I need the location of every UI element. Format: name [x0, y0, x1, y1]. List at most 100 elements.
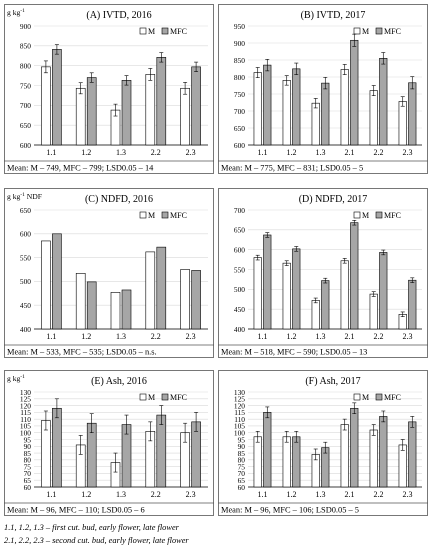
chart-title: (C) NDFD, 2016 — [85, 194, 153, 205]
error-bar — [78, 435, 83, 455]
legend-label-m: M — [362, 393, 369, 402]
legend-label-mfc: MFC — [170, 393, 187, 402]
bar-m-1.1 — [41, 420, 51, 488]
error-bar — [342, 418, 347, 431]
y-tick-label: 115 — [234, 408, 245, 417]
error-bar — [194, 61, 199, 72]
y-tick-label: 800 — [20, 61, 31, 70]
error-bar — [371, 85, 376, 96]
error-bar — [54, 398, 59, 419]
x-tick-label: 1.2 — [81, 332, 91, 341]
y-tick-label: 900 — [234, 39, 245, 48]
bar-mfc-2.3 — [408, 421, 417, 488]
bar-mfc-2.2 — [156, 414, 167, 488]
error-bar — [183, 422, 188, 443]
legend-swatch-m — [353, 211, 361, 219]
panel-1: Mean: M – 749, MFC – 799; LSD0.05 – 14 60… — [4, 4, 214, 174]
error-bar — [124, 414, 129, 435]
x-tick-label: 1.2 — [81, 148, 91, 157]
y-tick-label: 100 — [234, 429, 245, 438]
panel-3: Mean: M – 533, MFC – 535; LSD0.05 – n.s.… — [4, 188, 214, 358]
error-bar — [294, 62, 299, 75]
y-tick-label: 60 — [24, 483, 32, 492]
x-tick-label: 1.3 — [116, 332, 126, 341]
y-tick-label: 650 — [20, 121, 31, 130]
x-tick-label: 2.2 — [374, 148, 384, 157]
x-tick-label: 2.3 — [186, 490, 196, 499]
error-bar — [284, 75, 289, 86]
error-bar — [294, 431, 299, 443]
y-tick-label: 95 — [24, 435, 32, 444]
x-tick-label: 1.2 — [287, 332, 297, 341]
footnote-first-cut: 1.1, 1.2, 1.3 – first cut. bud, early fl… — [4, 523, 179, 532]
x-tick-label: 2.3 — [403, 332, 413, 341]
bar-mfc-1.3 — [321, 447, 330, 488]
x-tick-label: 2.2 — [151, 490, 161, 499]
error-bar — [159, 405, 164, 425]
error-bar — [352, 220, 357, 226]
error-bar — [400, 311, 405, 318]
y-tick-label: 110 — [20, 415, 31, 424]
y-axis-label: g kg-1 — [7, 374, 25, 383]
y-tick-label: 100 — [20, 429, 31, 438]
chart-title: (F) Ash, 2017 — [305, 376, 360, 387]
y-tick-label: 105 — [20, 422, 31, 431]
legend-label-mfc: MFC — [384, 27, 401, 36]
error-bar — [255, 431, 260, 443]
y-tick-label: 65 — [24, 476, 32, 485]
x-tick-label: 2.2 — [374, 490, 384, 499]
bar-m-1.3 — [311, 102, 320, 146]
legend-swatch-mfc — [375, 27, 383, 35]
bar-mfc-1.2 — [86, 77, 97, 146]
mean-line: Mean: M – 96, MFC – 106; LSD0.05 – 5 — [221, 506, 359, 515]
legend-label-mfc: MFC — [384, 393, 401, 402]
error-bar — [255, 67, 260, 78]
error-bar — [43, 60, 48, 74]
x-tick-label: 1.3 — [116, 148, 126, 157]
y-tick-label: 550 — [234, 265, 245, 274]
legend-swatch-m — [139, 211, 147, 219]
x-tick-label: 2.1 — [345, 148, 355, 157]
legend-swatch-mfc — [161, 27, 169, 35]
bar-m-2.2 — [369, 293, 378, 330]
y-tick-label: 600 — [20, 230, 31, 239]
y-tick-label: 120 — [20, 401, 31, 410]
y-tick-label: 450 — [20, 301, 31, 310]
bar-m-2.3 — [180, 269, 190, 330]
error-bar — [342, 64, 347, 75]
x-tick-label: 1.3 — [316, 148, 326, 157]
x-tick-label: 1.2 — [287, 148, 297, 157]
mean-line: Mean: M – 775, MFC – 831; LSD0.05 – 5 — [221, 164, 363, 173]
bar-mfc-2.2 — [379, 252, 388, 330]
error-bar — [89, 72, 94, 83]
y-tick-label: 85 — [238, 449, 246, 458]
y-tick-label: 120 — [234, 401, 245, 410]
x-tick-label: 1.1 — [46, 490, 56, 499]
error-bar — [410, 76, 415, 90]
x-tick-label: 1.3 — [116, 490, 126, 499]
bar-mfc-1.3 — [321, 82, 330, 146]
error-bar — [371, 424, 376, 436]
panel-6: Mean: M – 96, MFC – 106; LSD0.05 – 5 6065… — [218, 370, 428, 516]
bar-mfc-1.1 — [263, 64, 272, 146]
bar-mfc-2.1 — [350, 39, 359, 146]
error-bar — [265, 232, 270, 238]
bar-m-1.1 — [253, 436, 262, 488]
error-bar — [54, 44, 59, 55]
error-bar — [148, 68, 153, 81]
footnote-second-cut: 2.1, 2.2, 2.3 – second cut. bud, early f… — [4, 536, 189, 545]
y-tick-label: 450 — [234, 305, 245, 314]
legend-label-mfc: MFC — [170, 27, 187, 36]
y-tick-label: 130 — [234, 388, 245, 397]
bar-m-1.2 — [75, 273, 86, 330]
error-bar — [400, 96, 405, 107]
legend-swatch-m — [353, 393, 361, 401]
legend-label-m: M — [362, 27, 369, 36]
error-bar — [410, 277, 415, 283]
x-tick-label: 2.1 — [345, 490, 355, 499]
bar-m-2.2 — [369, 429, 378, 488]
x-tick-label: 1.1 — [258, 490, 268, 499]
y-tick-label: 80 — [24, 456, 32, 465]
error-bar — [352, 402, 357, 415]
error-bar — [323, 277, 328, 284]
